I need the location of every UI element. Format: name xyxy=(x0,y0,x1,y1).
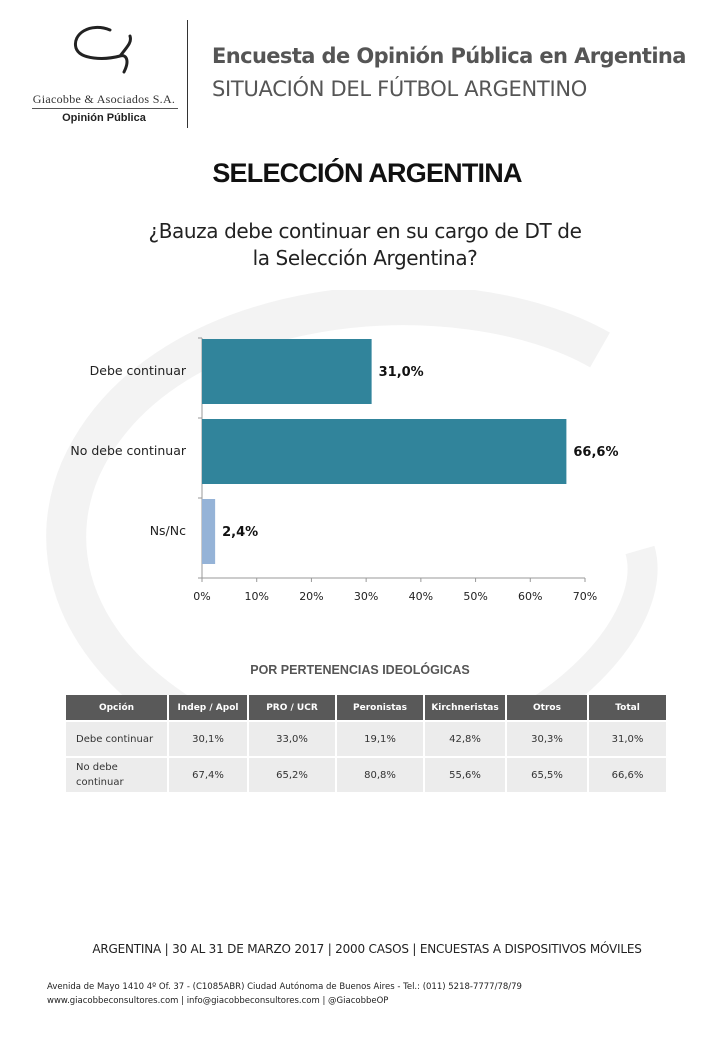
table-row: No debe continuar 67,4% 65,2% 80,8% 55,6% 65,5… xyxy=(66,756,668,792)
breakdown-table: Opción Indep / Apol PRO / UCR Peronistas Kir… xyxy=(66,695,668,792)
x-tick-label: 30% xyxy=(354,590,378,603)
column-header: Kirchneristas xyxy=(424,695,507,721)
table-row: Debe continuar 30,1% 33,0% 19,1% 42,8% 30,3% 3… xyxy=(66,720,668,757)
table-cell: 65,5% xyxy=(506,756,589,792)
table-cell: 80,8% xyxy=(336,756,425,792)
table-cell: 31,0% xyxy=(588,720,668,757)
column-header: Total xyxy=(588,695,668,721)
table-cell: 65,2% xyxy=(248,756,337,792)
report-subtitle: SITUACIÓN DEL FÚTBOL ARGENTINO xyxy=(212,77,587,101)
x-tick-label: 0% xyxy=(193,590,210,603)
category-label: Debe continuar xyxy=(90,363,187,378)
table-cell: 55,6% xyxy=(424,756,507,792)
table-cell: 30,3% xyxy=(506,720,589,757)
address-block: Avenida de Mayo 1410 4º Of. 37 - (C1085A… xyxy=(47,980,522,1008)
data-label: 2,4% xyxy=(222,525,258,540)
bar xyxy=(202,339,372,404)
logo-company-name: Giacobbe & Asociados S.A. xyxy=(32,92,176,106)
x-tick-label: 20% xyxy=(299,590,323,603)
column-header: Otros xyxy=(506,695,589,721)
row-label: Debe continuar xyxy=(66,720,169,757)
table-title: POR PERTENENCIAS IDEOLÓGICAS xyxy=(250,663,470,677)
x-tick-label: 10% xyxy=(244,590,268,603)
row-label: No debe continuar xyxy=(66,756,169,792)
table-cell: 33,0% xyxy=(248,720,337,757)
x-tick-label: 60% xyxy=(518,590,542,603)
chart-title: ¿Bauza debe continuar en su cargo de DT … xyxy=(140,218,590,272)
table-cell: 19,1% xyxy=(336,720,425,757)
chart-title-line: ¿Bauza debe continuar en su cargo de DT … xyxy=(148,219,582,243)
table-cell: 42,8% xyxy=(424,720,507,757)
category-label: Ns/Nc xyxy=(150,523,186,538)
chart-title-line: la Selección Argentina? xyxy=(252,246,478,270)
methodology-footer: ARGENTINA | 30 AL 31 DE MARZO 2017 | 200… xyxy=(92,942,642,956)
bar-chart: Debe continuar 31,0% No debe continuar 66,6… xyxy=(70,337,619,603)
address-text: Avenida de Mayo 1410 4º Of. 37 - (C1085A… xyxy=(47,982,522,992)
bar xyxy=(202,419,567,484)
table-cell: 66,6% xyxy=(588,756,668,792)
report-title: Encuesta de Opinión Pública en Argentina xyxy=(212,44,686,68)
section-title: SELECCIÓN ARGENTINA xyxy=(212,158,522,188)
logo-subtitle: Opinión Pública xyxy=(62,112,146,124)
logo-divider xyxy=(32,108,178,109)
contact-text: www.giacobbeconsultores.com | info@giaco… xyxy=(47,996,389,1006)
header-divider xyxy=(187,20,188,128)
logo-swoosh-icon xyxy=(73,25,132,74)
column-header: Peronistas xyxy=(336,695,425,721)
x-tick-label: 40% xyxy=(409,590,433,603)
category-label: No debe continuar xyxy=(70,443,187,458)
table-header-row: Opción Indep / Apol PRO / UCR Peronistas Kir… xyxy=(66,695,668,721)
data-label: 66,6% xyxy=(573,445,618,460)
column-header: PRO / UCR xyxy=(248,695,337,721)
bar xyxy=(202,499,216,564)
column-header: Indep / Apol xyxy=(168,695,249,721)
table-cell: 30,1% xyxy=(168,720,249,757)
data-label: 31,0% xyxy=(379,365,424,380)
x-tick-label: 70% xyxy=(573,590,597,603)
x-tick-label: 50% xyxy=(463,590,487,603)
column-header: Opción xyxy=(66,695,169,721)
table-cell: 67,4% xyxy=(168,756,249,792)
